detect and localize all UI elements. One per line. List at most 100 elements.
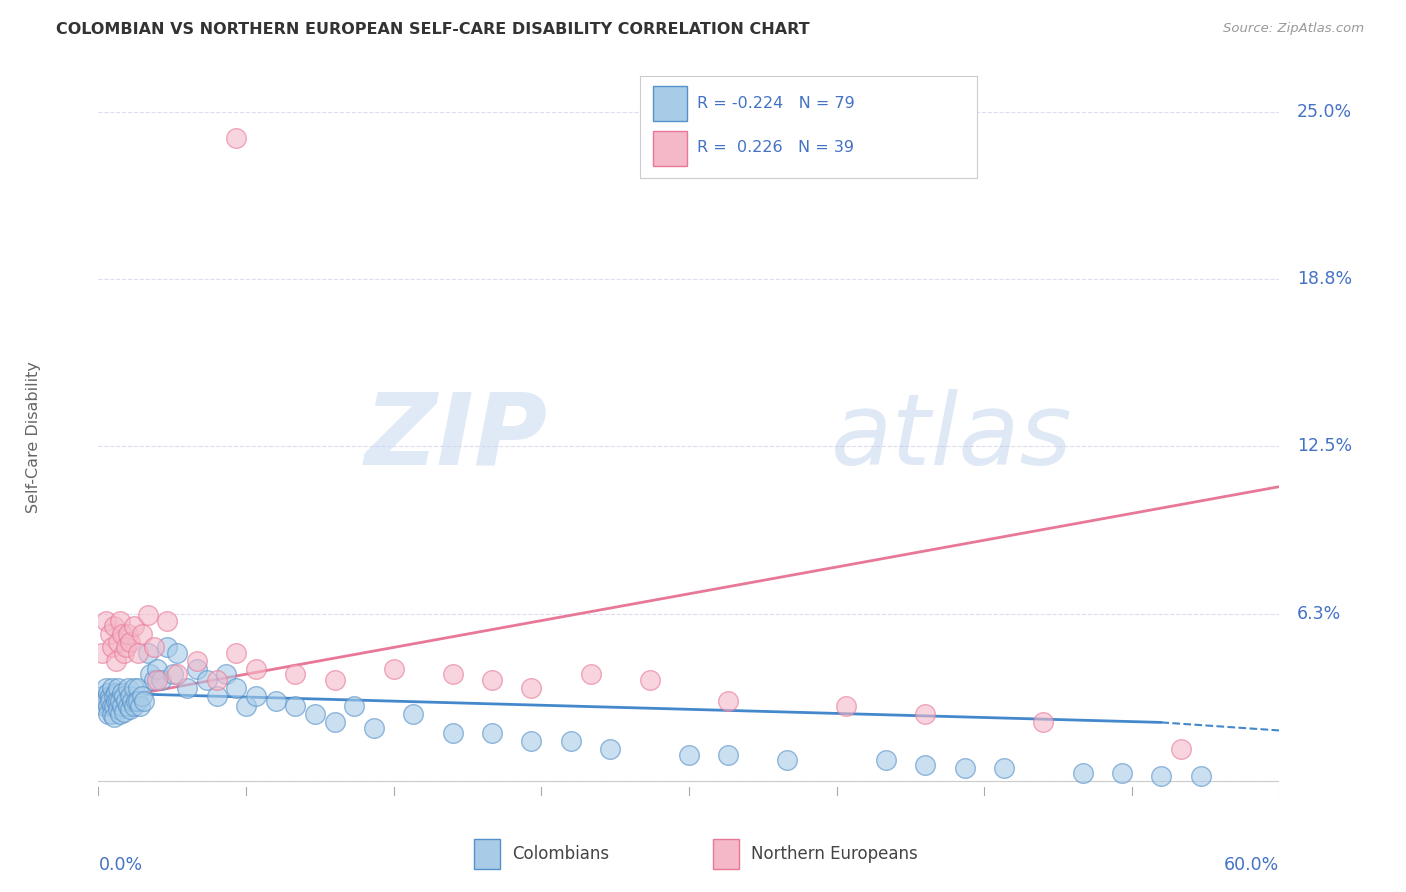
Point xyxy=(107,635,129,649)
Text: 25.0%: 25.0% xyxy=(1298,103,1353,120)
Point xyxy=(101,699,124,714)
Point xyxy=(225,681,247,695)
Point xyxy=(105,654,128,668)
Text: Northern Europeans: Northern Europeans xyxy=(751,845,918,863)
Point xyxy=(98,689,121,703)
Point xyxy=(284,667,307,681)
Point xyxy=(481,673,503,687)
Point xyxy=(117,699,139,714)
Point xyxy=(125,694,148,708)
Point xyxy=(599,742,621,756)
Point xyxy=(1170,742,1192,756)
Point xyxy=(121,694,143,708)
Point xyxy=(91,689,114,703)
Point xyxy=(111,627,134,641)
Point xyxy=(678,747,700,762)
Point xyxy=(914,758,936,772)
Point xyxy=(107,681,129,695)
Text: atlas: atlas xyxy=(831,389,1073,485)
Point xyxy=(108,707,131,722)
Point xyxy=(166,667,188,681)
Point xyxy=(363,721,385,735)
Point xyxy=(235,699,257,714)
Point xyxy=(97,699,120,714)
Point xyxy=(128,699,150,714)
Point xyxy=(225,646,247,660)
Point xyxy=(186,654,208,668)
Point xyxy=(215,667,238,681)
Text: 60.0%: 60.0% xyxy=(1225,856,1279,874)
Point xyxy=(108,694,131,708)
FancyBboxPatch shape xyxy=(654,131,688,166)
Point xyxy=(176,681,198,695)
Point xyxy=(142,673,165,687)
Point xyxy=(103,619,125,633)
Point xyxy=(1189,769,1212,783)
Point xyxy=(1150,769,1173,783)
Point xyxy=(579,667,602,681)
Point xyxy=(717,694,740,708)
Point xyxy=(205,673,228,687)
Point xyxy=(284,699,307,714)
Point xyxy=(717,747,740,762)
Point xyxy=(264,694,287,708)
Point xyxy=(115,640,138,655)
Text: 18.8%: 18.8% xyxy=(1298,270,1353,288)
Point xyxy=(118,635,141,649)
Text: 6.3%: 6.3% xyxy=(1298,605,1341,623)
Point xyxy=(105,694,128,708)
Point xyxy=(127,694,149,708)
Point xyxy=(1071,766,1094,780)
Point xyxy=(560,734,582,748)
FancyBboxPatch shape xyxy=(713,839,740,869)
Point xyxy=(96,681,118,695)
Point xyxy=(107,702,129,716)
Point xyxy=(402,707,425,722)
Point xyxy=(875,753,897,767)
Point xyxy=(112,705,135,719)
Point xyxy=(142,640,165,655)
Point xyxy=(103,689,125,703)
Point xyxy=(97,707,120,722)
Point xyxy=(245,689,267,703)
Point xyxy=(441,667,464,681)
Text: COLOMBIAN VS NORTHERN EUROPEAN SELF-CARE DISABILITY CORRELATION CHART: COLOMBIAN VS NORTHERN EUROPEAN SELF-CARE… xyxy=(56,22,810,37)
Point xyxy=(98,627,121,641)
Point xyxy=(131,627,153,641)
Point xyxy=(105,686,128,700)
Point xyxy=(111,686,134,700)
Text: Colombians: Colombians xyxy=(512,845,609,863)
Point xyxy=(343,699,366,714)
Point xyxy=(93,699,115,714)
Point xyxy=(186,662,208,676)
Point xyxy=(96,614,118,628)
Point xyxy=(112,646,135,660)
Point xyxy=(323,673,346,687)
Point xyxy=(245,662,267,676)
Point xyxy=(304,707,326,722)
Text: 0.0%: 0.0% xyxy=(98,856,142,874)
Text: Self-Care Disability: Self-Care Disability xyxy=(25,361,41,513)
Point xyxy=(166,646,188,660)
Point xyxy=(835,699,858,714)
FancyBboxPatch shape xyxy=(654,87,688,121)
Text: R = -0.224   N = 79: R = -0.224 N = 79 xyxy=(697,96,855,111)
Point xyxy=(638,673,661,687)
Point xyxy=(441,726,464,740)
Point xyxy=(953,761,976,775)
Point xyxy=(117,681,139,695)
Point xyxy=(132,694,155,708)
Point xyxy=(108,614,131,628)
Point xyxy=(205,689,228,703)
Point xyxy=(382,662,405,676)
Point xyxy=(138,667,160,681)
Point xyxy=(136,646,159,660)
Text: ZIP: ZIP xyxy=(364,389,547,485)
Point xyxy=(103,699,125,714)
Point xyxy=(107,694,129,708)
Point xyxy=(101,681,124,695)
Point xyxy=(127,681,149,695)
Point xyxy=(162,667,184,681)
Point xyxy=(520,734,543,748)
Point xyxy=(146,673,169,687)
